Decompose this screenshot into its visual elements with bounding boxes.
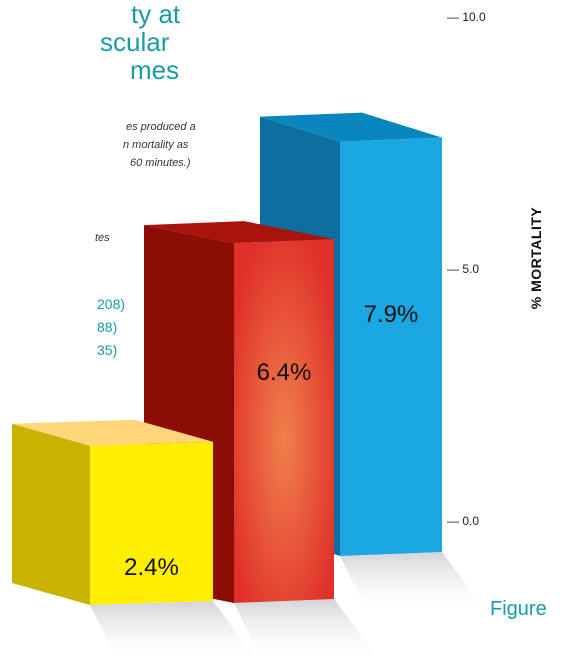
subnote-line: tes: [95, 232, 110, 244]
legend-item: 35): [97, 342, 118, 358]
legend-item: 88): [97, 319, 118, 335]
bar-front-face: [90, 441, 213, 605]
legend-list: 208) 88) 35): [0, 293, 125, 362]
chart-subnote: tes: [0, 232, 110, 244]
data-label: 2.4%: [124, 554, 179, 581]
figure-caption: Figure: [490, 598, 547, 620]
legend-item: 208): [97, 296, 126, 312]
bar-front-face: [340, 137, 442, 556]
y-tick-label: — 5.0: [447, 262, 479, 276]
data-label: 6.4%: [257, 359, 312, 386]
chart-title: ty at scular mes: [0, 0, 180, 84]
note-line: es produced a: [126, 121, 196, 133]
y-axis-label: % MORTALITY: [528, 206, 544, 310]
title-line: ty at: [131, 0, 181, 29]
title-line: scular: [100, 27, 170, 57]
bar-shadow: [90, 601, 253, 655]
bar-top-face: [260, 112, 442, 142]
title-line: mes: [130, 55, 180, 85]
bar-top-face: [12, 419, 213, 446]
bar-shadow: [340, 552, 482, 616]
bar-top-face: [144, 221, 334, 244]
data-label: 7.9%: [364, 301, 419, 328]
bar-shadow: [234, 599, 374, 655]
y-tick-label: — 0.0: [447, 514, 479, 528]
bar-front-face: [234, 239, 334, 603]
y-tick-label: — 10.0: [447, 10, 486, 24]
chart-note: es produced a n mortality as 60 minutes.…: [0, 118, 196, 172]
bar: 2.4%: [12, 419, 213, 605]
bar-side-face: [12, 423, 90, 605]
note-line: 60 minutes.): [130, 157, 191, 169]
note-line: n mortality as: [123, 139, 189, 151]
